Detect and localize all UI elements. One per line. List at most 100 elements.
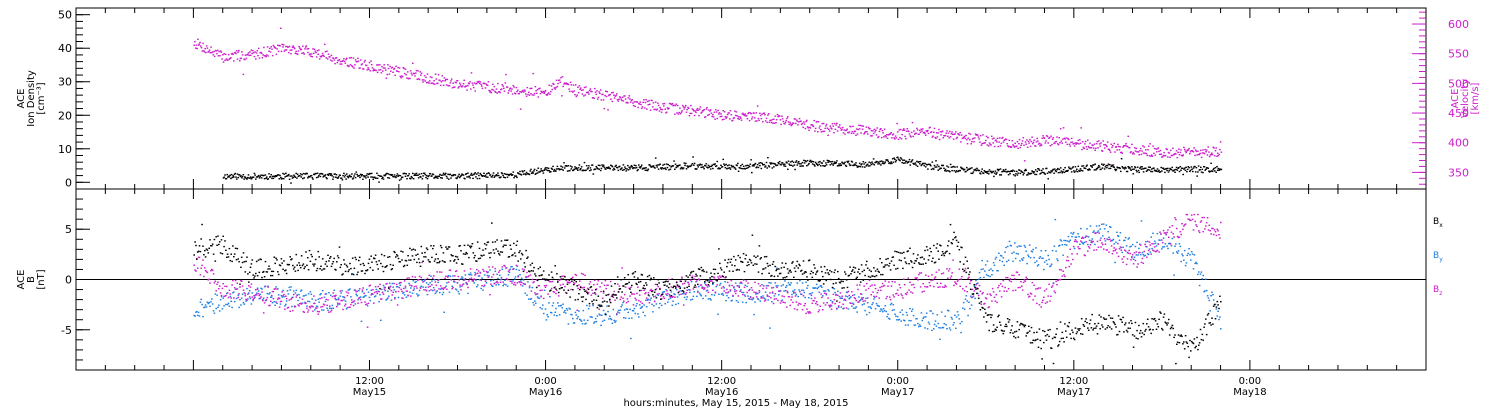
velocity-series-point — [239, 60, 241, 61]
velocity-series-point — [948, 133, 950, 134]
density-series-point — [1003, 169, 1005, 170]
by-series-point — [804, 292, 806, 293]
density-series-point — [376, 173, 378, 174]
velocity-series-point — [965, 138, 967, 139]
by-series-point — [1202, 278, 1204, 279]
bz-series-point — [352, 302, 354, 303]
bz-series-point — [488, 266, 490, 267]
velocity-series-point — [254, 56, 256, 57]
bz-series-point — [598, 280, 600, 281]
velocity-series-point — [529, 95, 531, 96]
velocity-series-point — [417, 70, 419, 71]
bz-series-point — [708, 285, 710, 286]
by-series-point — [1054, 246, 1056, 247]
by-series-point — [427, 294, 429, 295]
density-series-point — [976, 170, 978, 171]
by-series-point — [966, 295, 968, 296]
by-series-point — [197, 315, 199, 316]
density-series-point — [450, 174, 452, 175]
density-series-point — [865, 162, 867, 163]
velocity-series-point — [998, 142, 1000, 143]
by-series-point — [1197, 274, 1199, 275]
bz-series-point — [489, 294, 491, 295]
by-series-point — [539, 307, 541, 308]
velocity-series-point — [874, 131, 876, 132]
density-series-point — [808, 163, 810, 164]
bz-series-point — [262, 300, 264, 301]
density-series-point — [1032, 171, 1034, 172]
by-series-point — [671, 291, 673, 292]
density-series-point — [263, 175, 265, 176]
bz-series-point — [223, 296, 225, 297]
by-series-point — [717, 314, 719, 315]
velocity-series-point — [805, 128, 807, 129]
density-series-point — [783, 165, 785, 166]
by-series-point — [450, 276, 452, 277]
density-series-point — [863, 161, 865, 162]
velocity-series-point — [774, 123, 776, 124]
velocity-series-point — [383, 64, 385, 65]
velocity-series-point — [641, 108, 643, 109]
velocity-series-point — [433, 80, 435, 81]
velocity-series-point — [881, 137, 883, 138]
by-series-point — [1180, 261, 1182, 262]
bz-series-point — [890, 299, 892, 300]
by-series-point — [274, 305, 276, 306]
bz-series-point — [831, 309, 833, 310]
density-series-point — [800, 163, 802, 164]
by-series-point — [929, 323, 931, 324]
bz-series-point — [759, 290, 761, 291]
bz-series-point — [319, 298, 321, 299]
velocity-series-point — [804, 123, 806, 124]
bz-series-point — [561, 276, 563, 277]
density-series-point — [1168, 171, 1170, 172]
by-series-point — [206, 306, 208, 307]
density-series-point — [1192, 171, 1194, 172]
density-series-point — [815, 162, 817, 163]
bz-series-point — [219, 285, 221, 286]
bz-series-point — [893, 294, 895, 295]
by-series-point — [650, 298, 652, 299]
density-series-point — [1116, 169, 1118, 170]
density-series-point — [560, 169, 562, 170]
density-series-point — [1000, 168, 1002, 169]
velocity-series-point — [495, 92, 497, 93]
density-series-point — [1040, 173, 1042, 174]
density-series-point — [645, 170, 647, 171]
bz-series-point — [276, 288, 278, 289]
by-series-point — [974, 298, 976, 299]
velocity-series-point — [885, 136, 887, 137]
by-series-point — [900, 320, 902, 321]
velocity-series-point — [548, 92, 550, 93]
by-series-point — [391, 300, 393, 301]
bz-series-point — [762, 288, 764, 289]
velocity-series-point — [660, 109, 662, 110]
velocity-series-point — [617, 99, 619, 100]
velocity-series-point — [1202, 149, 1204, 150]
density-series-point — [814, 165, 816, 166]
bz-series-point — [261, 291, 263, 292]
velocity-series-point — [496, 88, 498, 89]
bz-series-point — [473, 281, 475, 282]
bz-series-point — [806, 309, 808, 310]
density-series-point — [232, 177, 234, 178]
density-series-point — [1034, 174, 1036, 175]
by-series-point — [955, 328, 957, 329]
velocity-series-point — [631, 99, 633, 100]
velocity-series-point — [1078, 143, 1080, 144]
density-series-point — [892, 158, 894, 159]
bz-series-point — [338, 299, 340, 300]
bz-series-point — [857, 289, 859, 290]
by-series-point — [569, 308, 571, 309]
velocity-series-point — [329, 56, 331, 57]
bz-series-point — [246, 300, 248, 301]
bz-series-point — [913, 284, 915, 285]
bz-series-point — [949, 268, 951, 269]
by-series-point — [990, 268, 992, 269]
by-series-point — [236, 298, 238, 299]
bz-series-point — [600, 291, 602, 292]
by-series-point — [1216, 308, 1218, 309]
velocity-series-point — [1197, 151, 1199, 152]
bz-series-point — [906, 294, 908, 295]
